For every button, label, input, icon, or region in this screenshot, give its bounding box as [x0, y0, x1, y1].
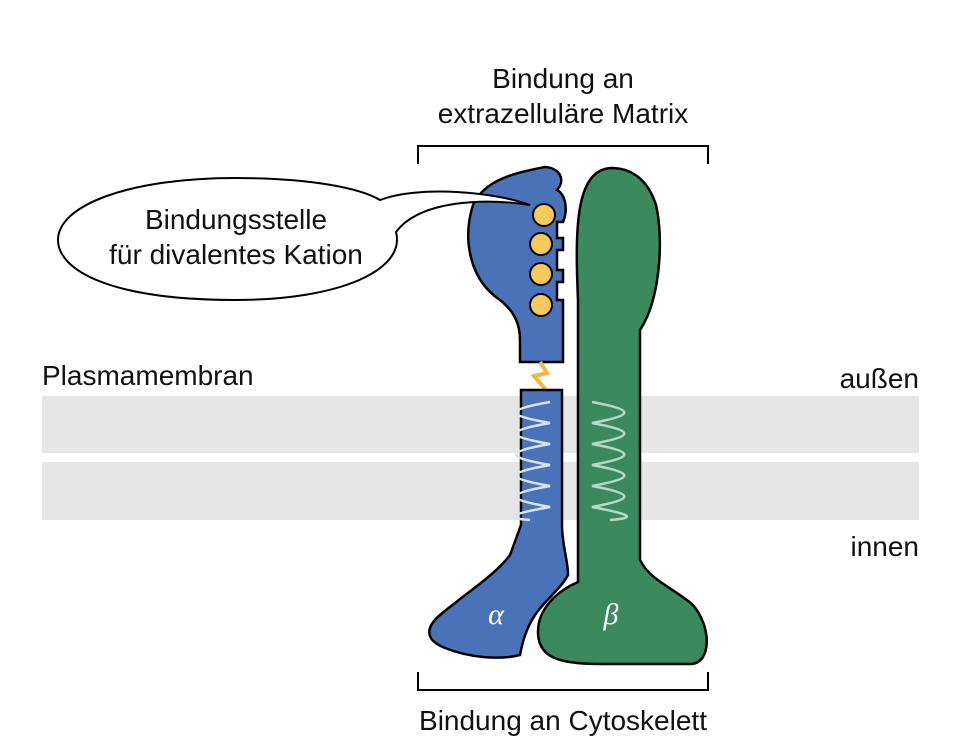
beta-subunit — [536, 166, 708, 666]
beta-label: β — [603, 598, 619, 631]
membrane-outer-leaflet — [42, 396, 919, 453]
cation-site-3 — [529, 262, 553, 286]
top-bracket — [417, 145, 709, 164]
top-label-line1: Bindung an — [492, 63, 634, 94]
inside-label: innen — [850, 531, 919, 562]
disulfide-bond — [530, 360, 551, 392]
bottom-bracket — [417, 672, 709, 691]
cation-site-4 — [529, 293, 553, 317]
top-label-line2: extrazelluläre Matrix — [438, 98, 689, 129]
callout-line1: Bindungsstelle — [145, 204, 327, 235]
alpha-subunit-lower — [428, 388, 570, 659]
cation-site-2 — [529, 232, 553, 256]
callout-line2: für divalentes Kation — [109, 239, 363, 270]
beta-transmembrane-helix — [591, 400, 629, 522]
membrane-label: Plasmamembran — [42, 360, 254, 391]
membrane-inner-leaflet — [42, 462, 919, 520]
callout-balloon — [56, 176, 531, 302]
outside-label: außen — [840, 363, 919, 394]
alpha-transmembrane-helix — [511, 400, 551, 522]
alpha-label: α — [488, 598, 505, 631]
bottom-label: Bindung an Cytoskelett — [419, 705, 707, 736]
cation-site-1 — [532, 203, 556, 227]
